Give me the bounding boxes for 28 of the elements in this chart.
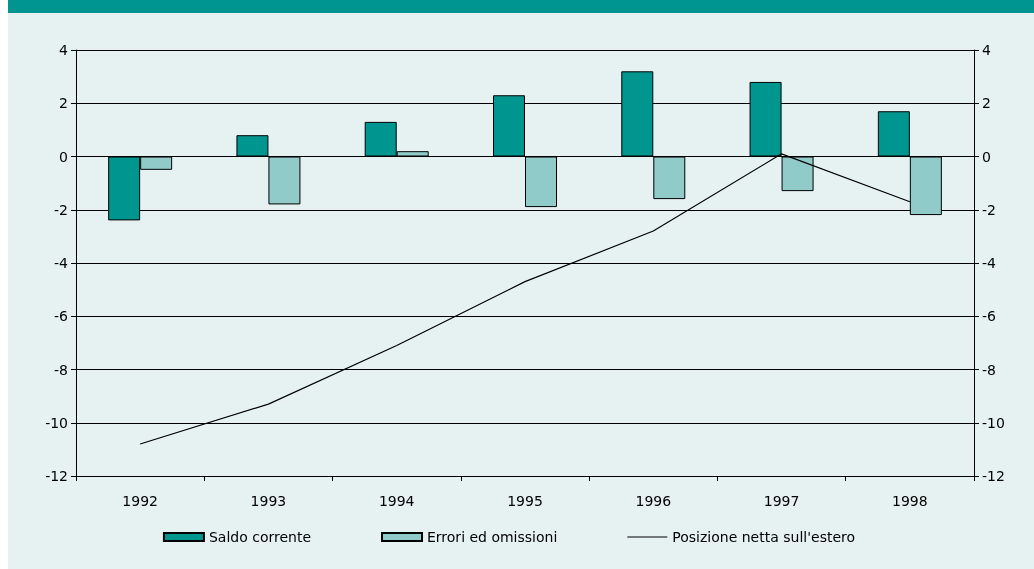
y-tick-label: 0 [59,148,68,165]
x-tick-label: 1997 [763,493,800,509]
y-tick-label: -12 [45,468,68,484]
y2-tick-label: -12 [982,468,1005,484]
x-tick-label: 1992 [122,493,158,509]
x-tick-label: 1993 [250,493,287,509]
x-tick-label: 1994 [378,493,415,509]
y-tick-label: -2 [54,201,68,218]
y-tick-label: -8 [54,361,68,378]
x-tick-label: 1995 [507,493,543,509]
x-tick-label: 1998 [892,493,928,509]
y2-tick-label: 4 [982,42,991,58]
y2-tick-label: 0 [982,148,991,165]
y-tick-label: -10 [45,414,68,431]
y-tick-label: -4 [54,255,69,271]
y-tick-label: 2 [59,95,68,112]
y2-tick-label: -8 [982,361,996,378]
y-tick-label: 4 [59,42,69,58]
y2-tick-label: -6 [982,308,997,325]
y2-tick-label: 2 [982,95,991,112]
x-tick-label: 1996 [635,493,672,509]
legend-label: Posizione netta sull'estero [672,529,856,545]
legend-label: Saldo corrente [208,529,312,545]
y2-tick-label: -4 [982,255,997,271]
y-tick-label: -6 [54,308,69,325]
y2-tick-label: -10 [982,414,1005,431]
legend-label: Errori ed omissioni [427,529,558,545]
y2-tick-label: -2 [982,201,996,218]
